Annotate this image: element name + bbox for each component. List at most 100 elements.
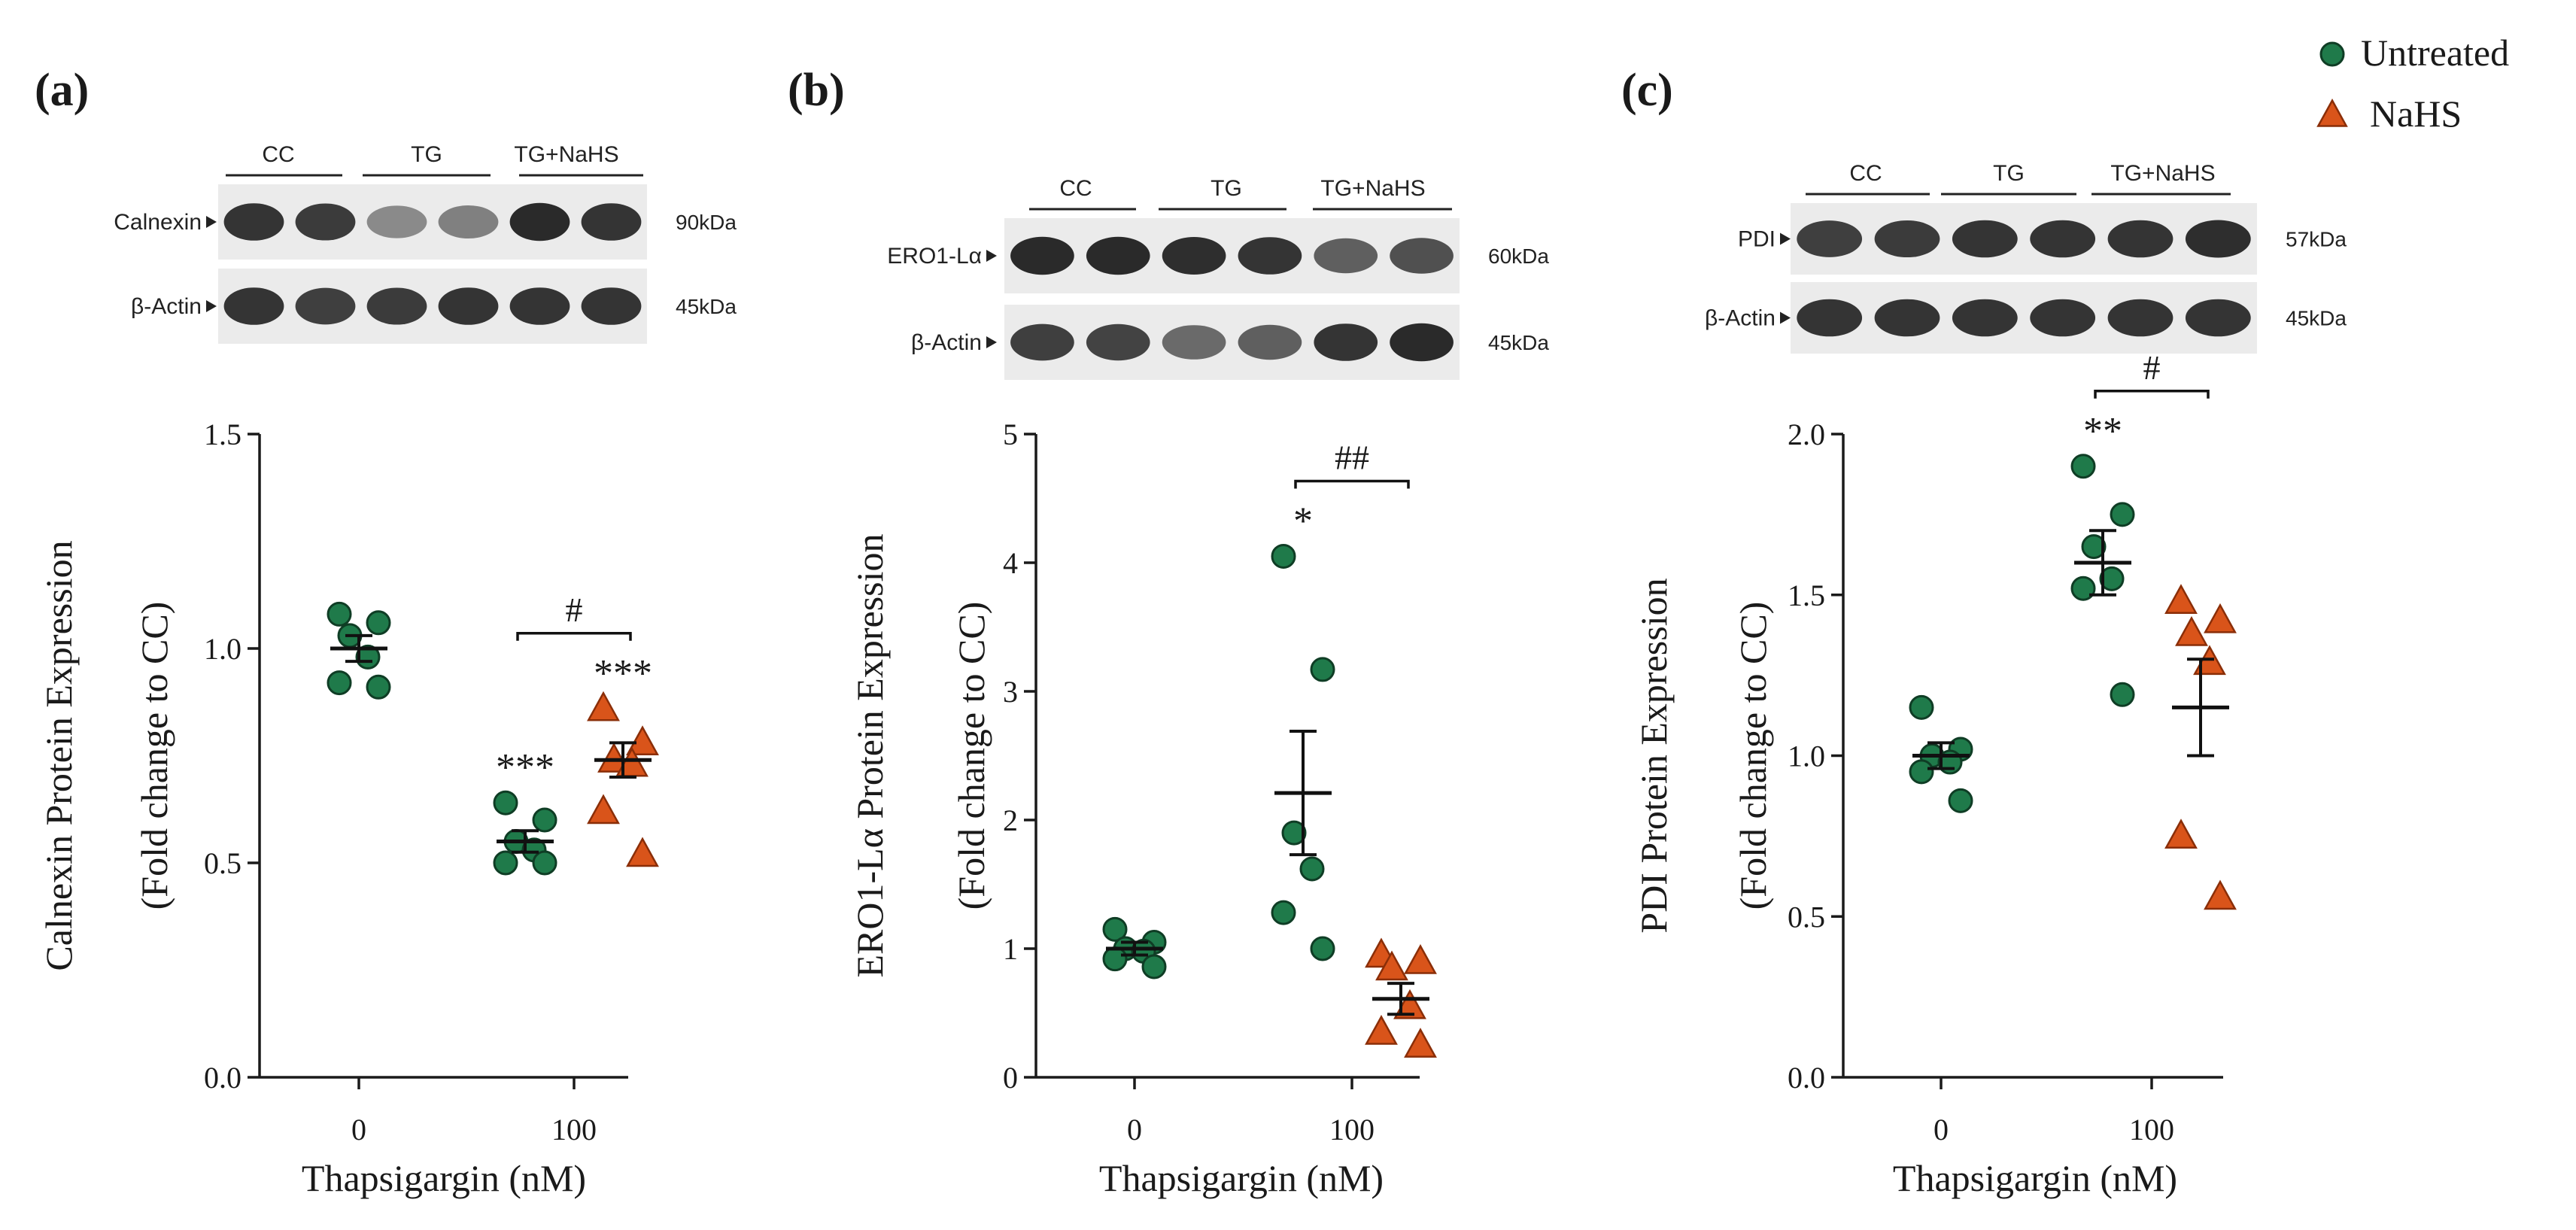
y-tick-label: 0.0 [204, 1061, 242, 1095]
data-point-nahs [2164, 818, 2198, 849]
blot-band [581, 203, 642, 241]
blot-group-label: TG [1211, 176, 1242, 201]
data-point-nahs [2175, 615, 2208, 646]
blot-group-label: TG+NaHS [2110, 161, 2215, 186]
panel-2: (c) CC TG TG+NaHS PDI 57kDa β-Actin 45kDa 0.0 0.5… [1621, 65, 2347, 1199]
chart-axes: 0 1 2 3 4 5 0 100 Thapsigargin (nM) ERO1-Lα Prote… [849, 418, 1420, 1199]
blot-band [2185, 220, 2251, 258]
blot-strip [218, 184, 647, 260]
chart-points [1909, 454, 2237, 910]
x-tick-label: 100 [2129, 1113, 2174, 1146]
blot-band [223, 287, 284, 325]
blot-group-label: CC [1059, 176, 1092, 201]
significance-annotations: ** # [2083, 348, 2210, 453]
panel-label: (a) [35, 65, 89, 116]
x-tick-label: 0 [1127, 1113, 1142, 1146]
blot-group-label: CC [262, 142, 294, 167]
data-point-nahs [587, 691, 620, 721]
data-point-untreated [366, 674, 391, 700]
blot-group-label: TG [1993, 161, 2025, 186]
blot-band [1010, 323, 1074, 361]
data-point-untreated [366, 610, 391, 636]
blot-band [1314, 323, 1378, 361]
western-blot: CC TG TG+NaHS Calnexin 90kDa β-Actin 45kDa [114, 142, 737, 344]
y-tick-label: 4 [1003, 546, 1018, 580]
blot-size-label: 90kDa [676, 211, 737, 234]
data-point-untreated [2110, 502, 2135, 527]
y-tick-label: 1.0 [204, 632, 242, 666]
data-point-untreated [532, 807, 557, 833]
blot-band [581, 287, 642, 325]
y-tick-label: 0.5 [1788, 900, 1825, 934]
y-tick-label: 5 [1003, 418, 1018, 451]
y-tick-label: 3 [1003, 675, 1018, 709]
y-axis-label: ERO1-Lα Protein Expression [849, 533, 891, 977]
blot-size-label: 60kDa [1488, 244, 1549, 268]
blot-band [366, 205, 427, 238]
blot-strip [1004, 305, 1460, 380]
legend-label-untreated: Untreated [2361, 32, 2509, 74]
blot-band [1952, 299, 2018, 337]
blot-group-label: TG+NaHS [1320, 176, 1425, 201]
data-point-untreated [493, 790, 518, 815]
y-tick-label: 0 [1003, 1061, 1018, 1095]
blot-band [1874, 220, 1940, 258]
data-point-untreated [1948, 788, 1973, 813]
blot-size-label: 45kDa [1488, 331, 1549, 354]
data-point-untreated [1909, 694, 1934, 720]
legend-marker-untreated [2319, 41, 2345, 67]
blot-band [1390, 238, 1454, 274]
chart-axes: 0.0 0.5 1.0 1.5 0 100 Thapsigargin (nM) Calnexi… [38, 418, 628, 1199]
blot-group-label: TG [411, 142, 442, 167]
data-point-nahs [2164, 584, 2198, 614]
blot-band [1238, 324, 1302, 360]
y-tick-label: 1.0 [1788, 740, 1825, 773]
blot-band [223, 203, 284, 241]
y-tick-label: 1.5 [1788, 579, 1825, 612]
data-point-nahs [2204, 879, 2237, 910]
significance-star: *** [594, 652, 652, 695]
y-tick-label: 1 [1003, 932, 1018, 966]
data-point-nahs [587, 794, 620, 825]
data-point-untreated [2070, 576, 2096, 601]
data-point-untreated [1271, 543, 1296, 569]
data-point-nahs [1365, 1015, 1398, 1045]
blot-size-label: 45kDa [676, 295, 737, 318]
blot-band [1390, 323, 1454, 362]
significance-star: ** [2083, 410, 2122, 453]
blot-arrow-icon [206, 216, 217, 228]
data-point-untreated [532, 850, 557, 876]
data-point-nahs [1404, 1028, 1437, 1058]
blot-strip [1791, 203, 2257, 275]
data-point-untreated [1271, 900, 1296, 925]
data-point-untreated [2099, 566, 2125, 591]
y-axis-label: PDI Protein Expression [1633, 578, 1675, 933]
data-point-nahs [597, 743, 630, 773]
y-tick-label: 2 [1003, 803, 1018, 837]
significance-hash: # [2143, 348, 2161, 387]
data-point-nahs [626, 725, 659, 756]
y-tick-label: 0.5 [204, 846, 242, 880]
blot-band [1162, 236, 1226, 275]
data-point-untreated [1281, 820, 1307, 846]
blot-group-label: CC [1849, 161, 1882, 186]
significance-annotations: *** *** # [496, 591, 652, 789]
blot-row-label: Calnexin [114, 210, 202, 235]
blot-band [366, 287, 427, 325]
data-point-untreated [1102, 916, 1128, 942]
blot-band [509, 202, 570, 241]
blot-group-label: TG+NaHS [514, 142, 618, 167]
blot-band [2185, 299, 2251, 337]
data-point-untreated [2081, 534, 2107, 560]
data-point-nahs [626, 837, 659, 867]
x-axis-label: Thapsigargin (nM) [302, 1157, 586, 1199]
y-axis-label: (Fold change to CC) [1732, 602, 1774, 910]
chart-points [1102, 543, 1437, 1058]
blot-strip [1004, 218, 1460, 293]
blot-row-label: ERO1-Lα [887, 244, 982, 269]
data-point-untreated [493, 850, 518, 876]
x-tick-label: 0 [1934, 1113, 1949, 1146]
panel-label: (b) [788, 65, 845, 116]
y-tick-label: 1.5 [204, 418, 242, 451]
